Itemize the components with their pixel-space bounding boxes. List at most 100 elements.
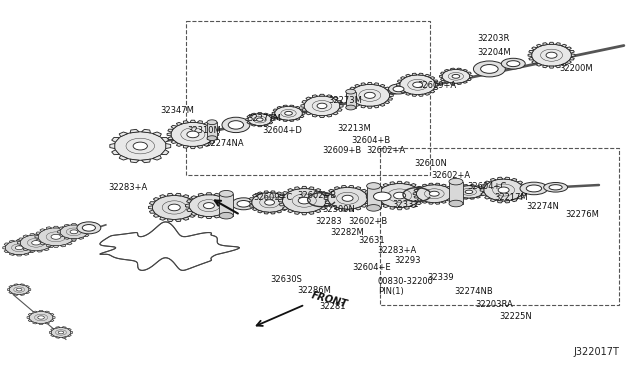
Text: 00830-32200: 00830-32200 <box>378 277 434 286</box>
Ellipse shape <box>220 212 233 219</box>
Polygon shape <box>148 206 152 209</box>
Ellipse shape <box>248 114 272 126</box>
Polygon shape <box>524 189 527 192</box>
Polygon shape <box>435 202 440 204</box>
Ellipse shape <box>378 183 422 208</box>
Polygon shape <box>214 193 220 196</box>
Polygon shape <box>16 240 22 241</box>
Polygon shape <box>160 195 166 198</box>
Polygon shape <box>445 70 449 72</box>
Ellipse shape <box>32 241 40 245</box>
Text: 32347M: 32347M <box>161 106 195 115</box>
Polygon shape <box>220 194 233 216</box>
Polygon shape <box>186 204 189 207</box>
Text: 32602+A: 32602+A <box>431 170 470 180</box>
Ellipse shape <box>498 187 509 193</box>
Polygon shape <box>51 328 54 331</box>
Ellipse shape <box>449 200 463 207</box>
Polygon shape <box>484 181 490 184</box>
Text: 32276M: 32276M <box>565 211 599 219</box>
Polygon shape <box>119 155 128 160</box>
Text: 32300N: 32300N <box>322 205 355 214</box>
Polygon shape <box>161 150 169 155</box>
Polygon shape <box>476 186 480 188</box>
Polygon shape <box>183 121 189 124</box>
Polygon shape <box>312 114 318 117</box>
Ellipse shape <box>346 89 356 94</box>
Polygon shape <box>44 248 49 251</box>
Text: 32283: 32283 <box>315 217 342 227</box>
Polygon shape <box>419 73 423 76</box>
Polygon shape <box>561 44 566 47</box>
Polygon shape <box>454 188 458 190</box>
Polygon shape <box>61 327 67 328</box>
Polygon shape <box>270 212 275 214</box>
Polygon shape <box>198 215 204 218</box>
Ellipse shape <box>29 311 53 324</box>
Polygon shape <box>71 239 77 240</box>
Ellipse shape <box>265 200 275 205</box>
Polygon shape <box>44 235 49 238</box>
Polygon shape <box>390 206 396 209</box>
Polygon shape <box>536 63 542 66</box>
Polygon shape <box>27 316 29 319</box>
Polygon shape <box>315 189 321 192</box>
Polygon shape <box>413 192 417 195</box>
Polygon shape <box>333 112 338 115</box>
Polygon shape <box>272 112 275 115</box>
Polygon shape <box>346 94 350 97</box>
Polygon shape <box>249 205 253 207</box>
Polygon shape <box>282 194 287 197</box>
Polygon shape <box>285 198 290 201</box>
Polygon shape <box>258 210 263 213</box>
Polygon shape <box>397 181 403 184</box>
Polygon shape <box>312 95 318 97</box>
Polygon shape <box>355 207 361 210</box>
Polygon shape <box>14 294 19 295</box>
Polygon shape <box>193 210 199 213</box>
Polygon shape <box>276 210 282 213</box>
Ellipse shape <box>252 193 287 212</box>
Ellipse shape <box>51 234 61 239</box>
Polygon shape <box>196 206 200 209</box>
Polygon shape <box>388 90 392 93</box>
Polygon shape <box>429 77 435 80</box>
Polygon shape <box>383 204 389 208</box>
Polygon shape <box>36 239 41 241</box>
Polygon shape <box>504 177 510 180</box>
Polygon shape <box>38 323 44 324</box>
Polygon shape <box>378 201 383 205</box>
Polygon shape <box>154 198 159 201</box>
Polygon shape <box>252 124 256 126</box>
Polygon shape <box>367 106 372 108</box>
Polygon shape <box>186 208 192 212</box>
Polygon shape <box>556 65 560 68</box>
Ellipse shape <box>442 69 470 83</box>
Ellipse shape <box>187 131 199 138</box>
Polygon shape <box>46 244 52 247</box>
Polygon shape <box>19 238 23 241</box>
Polygon shape <box>429 183 434 185</box>
Polygon shape <box>26 291 29 294</box>
Ellipse shape <box>20 235 52 251</box>
Ellipse shape <box>474 61 506 77</box>
Polygon shape <box>350 87 355 90</box>
Polygon shape <box>285 205 290 207</box>
Ellipse shape <box>520 182 548 195</box>
Polygon shape <box>19 245 23 248</box>
Ellipse shape <box>543 183 568 192</box>
Polygon shape <box>53 226 59 228</box>
Polygon shape <box>337 108 342 111</box>
Polygon shape <box>521 185 526 188</box>
Polygon shape <box>446 199 451 201</box>
Ellipse shape <box>346 105 356 110</box>
Polygon shape <box>419 198 425 201</box>
Polygon shape <box>3 246 6 249</box>
Polygon shape <box>320 192 326 195</box>
Ellipse shape <box>350 84 390 106</box>
Polygon shape <box>160 217 166 220</box>
Polygon shape <box>289 105 294 107</box>
Polygon shape <box>404 206 409 209</box>
Polygon shape <box>361 105 366 108</box>
Polygon shape <box>490 199 496 202</box>
